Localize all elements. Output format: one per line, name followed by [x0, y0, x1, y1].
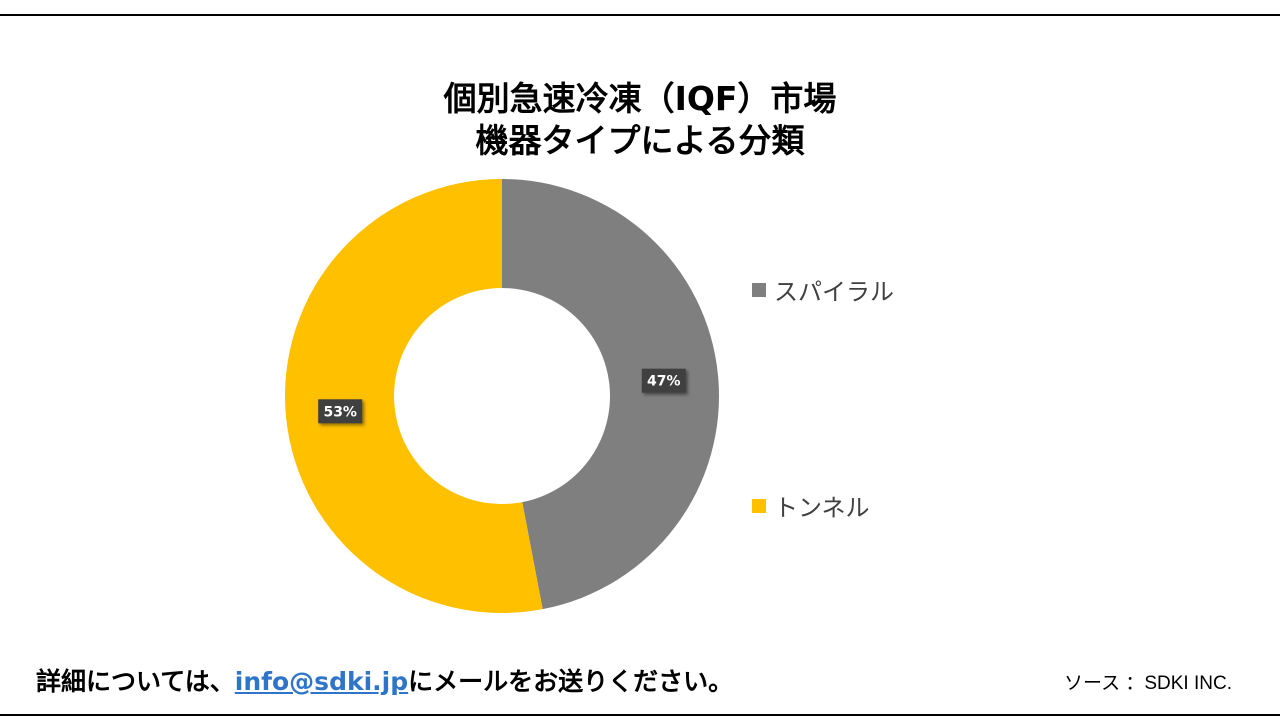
chart-title-line-2: 機器タイプによる分類 [475, 121, 805, 160]
contact-note: 詳細については、info@sdki.jpにメールをお送りください。 [36, 662, 733, 698]
svg-text:53%: 53% [323, 404, 357, 420]
chart-title-line-1: 個別急速冷凍（IQF）市場 [443, 79, 837, 118]
bottom-rule [0, 714, 1280, 716]
legend-item-spiral: スパイラル [752, 272, 894, 307]
slice-tunnel [284, 179, 543, 614]
data-label-spiral: 47% [641, 368, 686, 393]
legend-swatch-spiral [752, 282, 766, 297]
source-note: ソース ：SDKI INC. [1064, 673, 1232, 694]
legend-label-tunnel: トンネル [774, 494, 870, 522]
legend-swatch-tunnel [752, 498, 766, 513]
svg-text:47%: 47% [647, 374, 681, 390]
legend-item-tunnel: トンネル [752, 488, 870, 523]
contact-suffix: にメールをお送りください。 [408, 667, 734, 696]
legend-label-spiral: スパイラル [774, 278, 894, 306]
top-rule [0, 14, 1280, 16]
data-label-tunnel: 53% [318, 399, 363, 424]
contact-email-link[interactable]: info@sdki.jp [234, 667, 409, 696]
chart-title: 個別急速冷凍（IQF）市場 機器タイプによる分類 [0, 78, 1280, 162]
slice-spiral [502, 179, 719, 610]
contact-prefix: 詳細については、 [36, 667, 235, 696]
